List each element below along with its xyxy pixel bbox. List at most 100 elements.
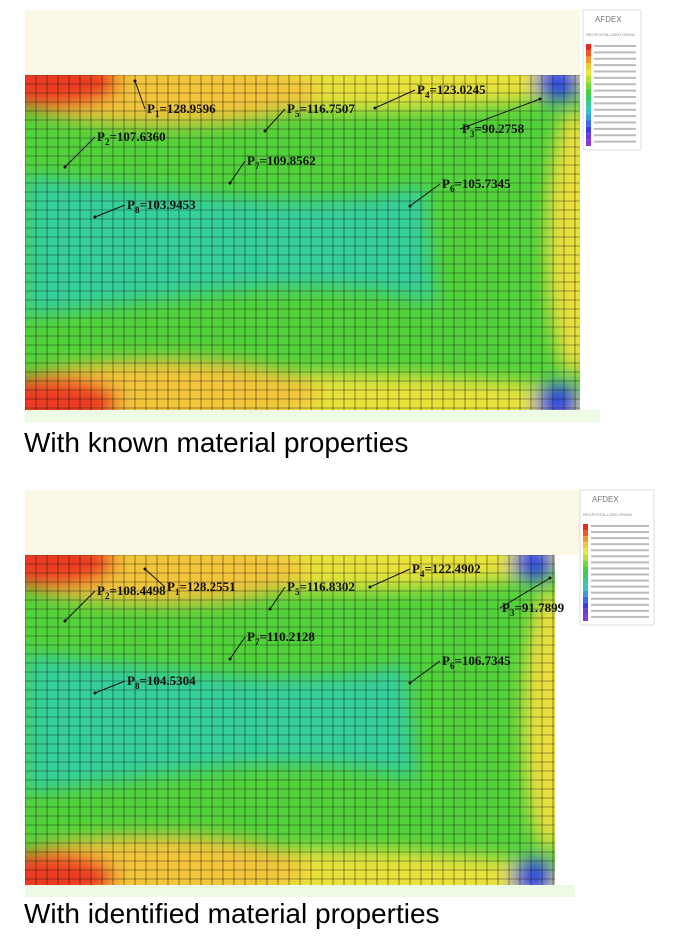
- legend-value-placeholder: [594, 45, 636, 47]
- label-sub: 8: [135, 205, 140, 215]
- label-letter: P: [97, 583, 105, 598]
- label-value: =103.9453: [139, 197, 196, 212]
- label-sub: 3: [470, 129, 475, 139]
- legend-swatch: [583, 542, 588, 549]
- legend-swatch: [583, 590, 588, 597]
- label-sub: 5: [295, 109, 300, 119]
- label-letter: P: [442, 176, 450, 191]
- legend-swatch: [586, 95, 591, 102]
- legend-value-placeholder: [594, 89, 636, 92]
- point-label: P6=105.7345: [442, 176, 511, 194]
- label-value: =104.5304: [139, 673, 196, 688]
- label-value: =128.2551: [179, 579, 235, 594]
- leader-line: [264, 108, 286, 132]
- label-value: =123.0245: [429, 82, 486, 97]
- legend-swatch: [586, 107, 591, 115]
- legend-swatch: [586, 69, 591, 76]
- point-label: P1=128.9596: [147, 101, 216, 119]
- leader-line: [229, 636, 246, 660]
- band-cyan: [25, 654, 418, 793]
- label-letter: P: [442, 653, 450, 668]
- point-label: P2=107.6360: [97, 129, 166, 147]
- band-yellow-right: [546, 108, 580, 377]
- label-letter: P: [247, 629, 255, 644]
- label-sub: 8: [135, 681, 140, 691]
- legend-swatch: [586, 50, 591, 57]
- point-label: P3=90.2758: [462, 121, 525, 139]
- legend-swatch: [583, 524, 588, 531]
- legend-value-placeholder: [594, 83, 636, 86]
- legend-value-placeholder: [591, 561, 649, 564]
- label-letter: P: [167, 579, 175, 594]
- point-label: P6=106.7345: [442, 653, 511, 671]
- label-sub: 6: [450, 184, 455, 194]
- legend-value-placeholder: [591, 573, 649, 576]
- label-letter: P: [97, 129, 105, 144]
- label-sub: 1: [175, 587, 180, 597]
- legend-value-placeholder: [594, 134, 636, 137]
- legend-value-placeholder: [594, 115, 636, 118]
- legend-swatch: [586, 101, 591, 108]
- legend-swatch: [583, 554, 588, 561]
- label-letter: P: [502, 600, 510, 615]
- legend-value-placeholder: [594, 70, 636, 73]
- legend-value-placeholder: [594, 76, 636, 79]
- leader-point: [63, 165, 67, 169]
- label-value: =116.7507: [299, 101, 355, 116]
- legend-swatch: [586, 56, 591, 64]
- legend-value-placeholder: [594, 108, 636, 111]
- leader-line: [64, 136, 96, 168]
- point-label: P4=123.0245: [417, 82, 486, 100]
- leader-line: [374, 89, 416, 109]
- label-value: =90.2758: [474, 121, 524, 136]
- leader-point: [263, 129, 267, 133]
- label-value: =105.7345: [454, 176, 511, 191]
- legend-swatch: [586, 126, 591, 134]
- leader-line: [144, 568, 166, 588]
- label-letter: P: [412, 561, 420, 576]
- leader-line: [269, 586, 286, 610]
- legend-swatch: [583, 536, 588, 543]
- leader-point: [408, 681, 412, 685]
- leader-line: [229, 160, 246, 184]
- label-letter: P: [462, 121, 470, 136]
- label-value: =107.6360: [109, 129, 165, 144]
- plot-base: [25, 885, 575, 897]
- label-letter: P: [127, 673, 135, 688]
- label-sub: 6: [450, 661, 455, 671]
- leader-line: [64, 590, 96, 622]
- leader-line: [94, 204, 126, 218]
- legend-swatch: [583, 530, 588, 537]
- leader-line: [94, 680, 126, 694]
- legend-value-placeholder: [591, 603, 649, 606]
- legend-swatch: [586, 63, 591, 70]
- legend-value-placeholder: [591, 591, 649, 594]
- legend-software: AFDEX: [595, 15, 622, 24]
- band-blue: [512, 555, 555, 582]
- color-legend: AFDEX RECRYSTALLIZED GRAIN: [582, 9, 642, 151]
- contour-bands: [25, 75, 580, 410]
- legend-swatch: [583, 578, 588, 585]
- leader-point: [93, 691, 97, 695]
- legend-swatch: [586, 88, 591, 95]
- leader-point: [93, 215, 97, 219]
- point-label: P3=91.7899: [502, 600, 565, 618]
- label-value: =122.4902: [424, 561, 480, 576]
- label-value: =91.7899: [514, 600, 564, 615]
- label-letter: P: [127, 197, 135, 212]
- legend-software: AFDEX: [592, 495, 619, 504]
- leader-point: [373, 106, 377, 110]
- leader-point: [228, 181, 232, 185]
- legend-swatch: [586, 139, 591, 146]
- legend-value-placeholder: [594, 96, 636, 98]
- plot-base: [25, 410, 600, 422]
- legend-value-placeholder: [591, 615, 649, 618]
- label-letter: P: [417, 82, 425, 97]
- legend-swatch: [583, 608, 588, 615]
- leader-line: [459, 98, 541, 130]
- label-sub: 2: [105, 591, 110, 601]
- band-blue: [512, 858, 555, 885]
- point-label: P8=104.5304: [127, 673, 196, 691]
